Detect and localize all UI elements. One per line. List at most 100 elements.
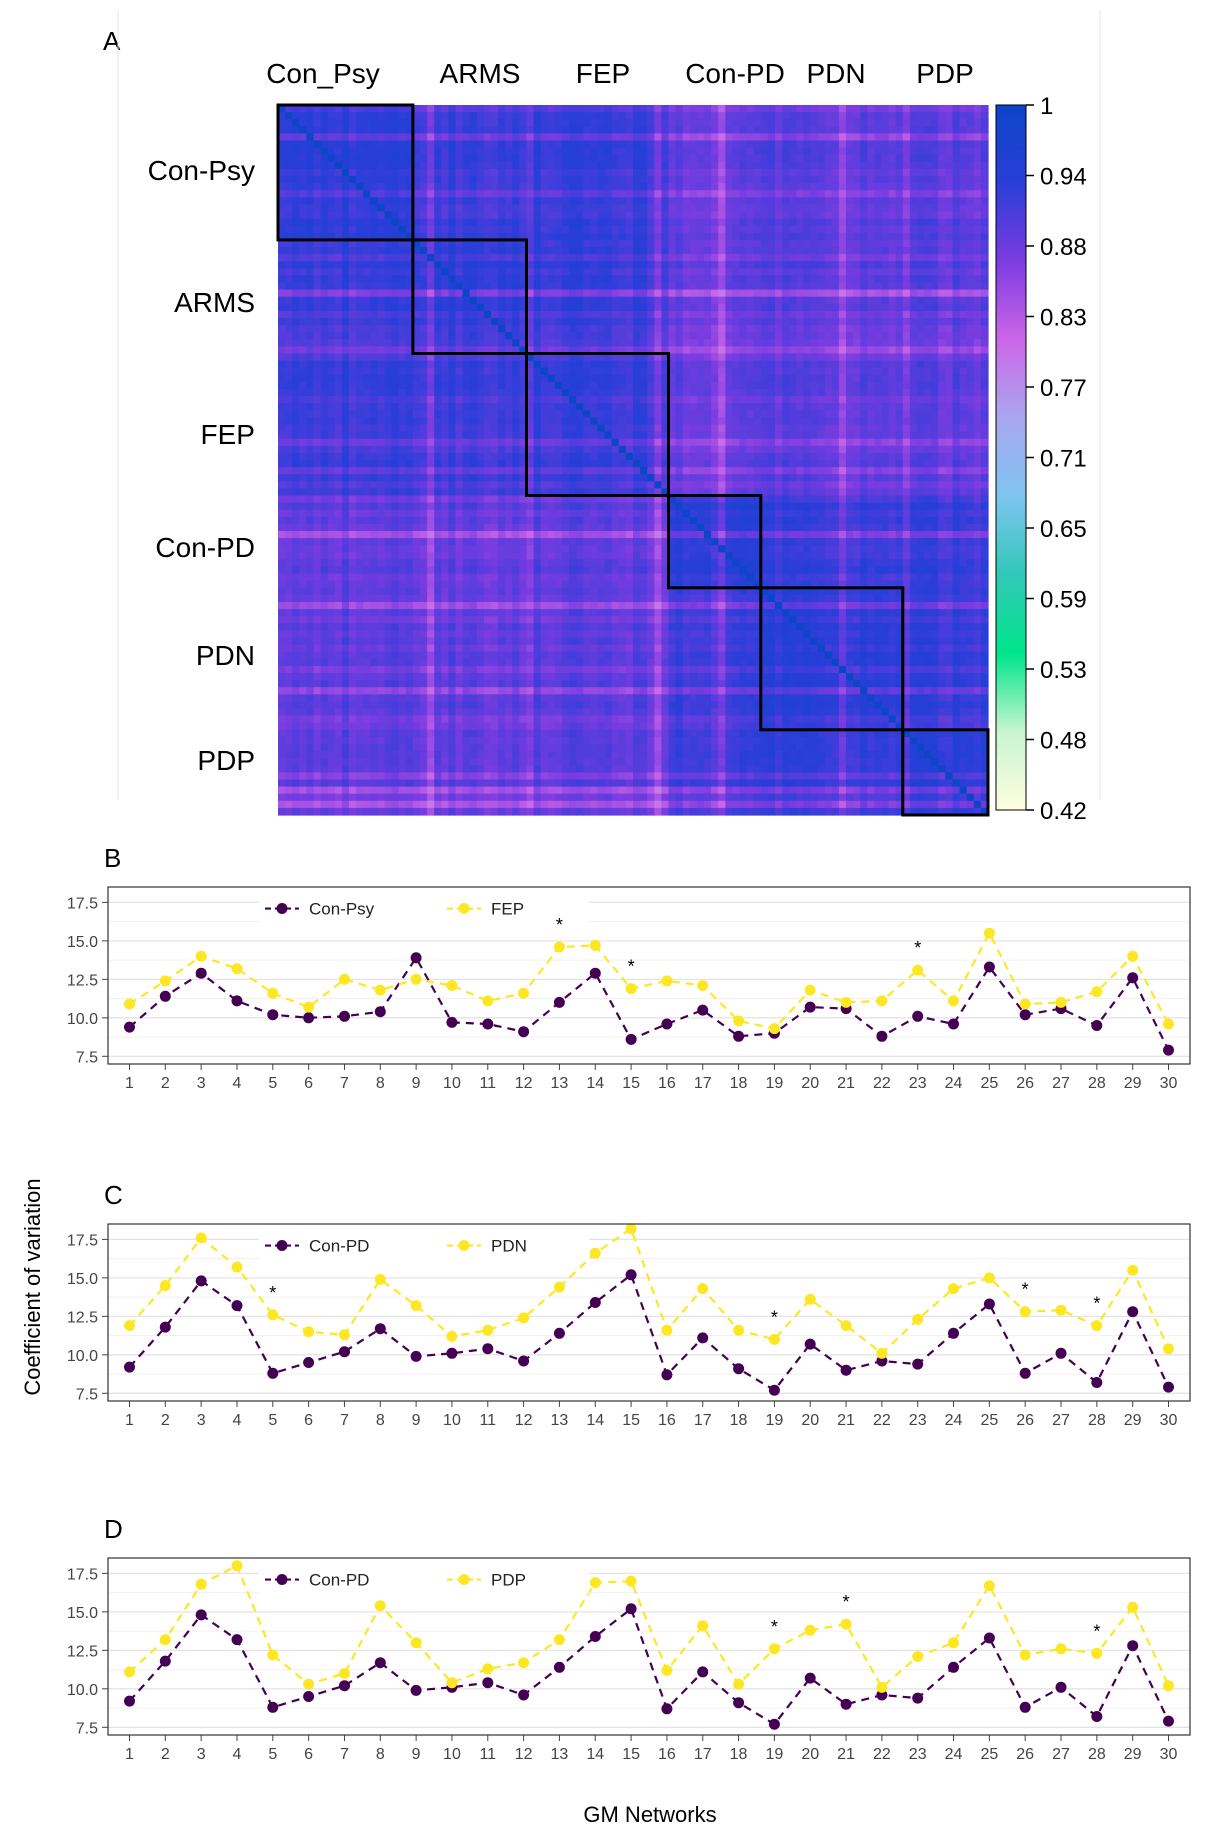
heatmap-cell	[299, 403, 307, 411]
heatmap-cell	[668, 403, 677, 411]
heatmap-cell	[278, 353, 286, 362]
heatmap-cell	[562, 126, 570, 134]
heatmap-cell	[356, 452, 364, 461]
heatmap-cell	[412, 190, 421, 198]
heatmap-cell	[874, 126, 883, 134]
heatmap-cell	[562, 374, 570, 383]
heatmap-cell	[292, 119, 300, 127]
heatmap-cell	[874, 247, 883, 255]
heatmap-cell	[796, 367, 804, 376]
heatmap-cell	[980, 239, 989, 248]
heatmap-cell	[526, 254, 535, 262]
heatmap-cell	[285, 204, 293, 213]
heatmap-cell	[313, 211, 322, 220]
heatmap-cell	[590, 353, 599, 362]
heatmap-cell	[682, 218, 691, 227]
heatmap-cell	[569, 161, 577, 170]
heatmap-cell	[519, 445, 528, 454]
heatmap-cell	[384, 239, 393, 248]
heatmap-cell	[483, 303, 492, 312]
heatmap-cell	[412, 261, 421, 269]
heatmap-cell	[278, 289, 286, 298]
heatmap-cell	[959, 396, 968, 404]
heatmap-cell	[363, 303, 371, 312]
heatmap-cell	[945, 261, 954, 269]
heatmap-cell	[647, 112, 655, 120]
heatmap-cell	[377, 431, 386, 440]
heatmap-cell	[824, 289, 833, 298]
heatmap-cell	[917, 161, 925, 170]
heatmap-cell	[299, 389, 307, 397]
heatmap-cell	[945, 168, 954, 177]
heatmap-cell	[689, 161, 698, 170]
heatmap-cell	[838, 346, 847, 355]
heatmap-cell	[569, 445, 577, 454]
heatmap-cell	[491, 183, 499, 191]
heatmap-cell	[562, 232, 570, 241]
heatmap-cell	[420, 445, 428, 454]
heatmap-cell	[455, 339, 464, 347]
heatmap-cell	[434, 140, 442, 149]
heatmap-cell	[427, 289, 435, 298]
heatmap-cell	[867, 289, 875, 298]
heatmap-cell	[718, 289, 726, 298]
heatmap-cell	[689, 126, 698, 134]
heatmap-cell	[732, 225, 741, 234]
heatmap-cell	[533, 168, 542, 177]
heatmap-cell	[427, 296, 435, 305]
heatmap-cell	[654, 247, 662, 255]
heatmap-cell	[320, 282, 329, 291]
heatmap-cell	[718, 275, 726, 284]
heatmap-cell	[483, 133, 492, 142]
heatmap-cell	[299, 374, 307, 383]
heatmap-cell	[767, 381, 776, 390]
heatmap-cell	[824, 154, 833, 163]
heatmap-cell	[299, 268, 307, 276]
heatmap-cell	[618, 154, 627, 163]
heatmap-cell	[441, 403, 449, 411]
heatmap-cell	[356, 424, 364, 433]
heatmap-cell	[753, 204, 762, 213]
heatmap-cell	[831, 452, 840, 461]
heatmap-cell	[966, 275, 975, 284]
heatmap-cell	[562, 339, 570, 347]
heatmap-cell	[931, 190, 939, 198]
heatmap-cell	[611, 211, 620, 220]
heatmap-cell	[725, 325, 733, 333]
heatmap-cell	[569, 190, 577, 198]
heatmap-cell	[945, 431, 954, 440]
heatmap-cell	[924, 119, 932, 127]
heatmap-cell	[746, 168, 755, 177]
heatmap-cell	[817, 396, 826, 404]
heatmap-cell	[633, 389, 641, 397]
heatmap-cell	[547, 190, 556, 198]
heatmap-cell	[356, 303, 364, 312]
heatmap-cell	[391, 126, 400, 134]
heatmap-cell	[491, 396, 499, 404]
heatmap-cell	[377, 403, 386, 411]
heatmap-cell	[810, 389, 819, 397]
heatmap-cell	[370, 346, 378, 355]
heatmap-cell	[732, 325, 741, 333]
heatmap-cell	[363, 275, 371, 284]
heatmap-cell	[945, 403, 954, 411]
heatmap-cell	[945, 296, 954, 305]
heatmap-cell	[753, 417, 762, 426]
heatmap-cell	[803, 112, 812, 120]
heatmap-cell	[420, 367, 428, 376]
heatmap-cell	[618, 105, 627, 113]
heatmap-cell	[625, 296, 634, 305]
heatmap-cell	[874, 381, 883, 390]
heatmap-cell	[711, 197, 719, 205]
heatmap-cell	[931, 112, 939, 120]
heatmap-cell	[668, 424, 677, 433]
heatmap-cell	[874, 445, 883, 454]
heatmap-cell	[448, 410, 457, 418]
heatmap-cell	[640, 133, 648, 142]
heatmap-cell	[370, 254, 378, 262]
heatmap-cell	[931, 431, 939, 440]
heatmap-cell	[320, 417, 329, 426]
heatmap-cell	[398, 431, 407, 440]
heatmap-cell	[420, 353, 428, 362]
heatmap-cell	[363, 183, 371, 191]
